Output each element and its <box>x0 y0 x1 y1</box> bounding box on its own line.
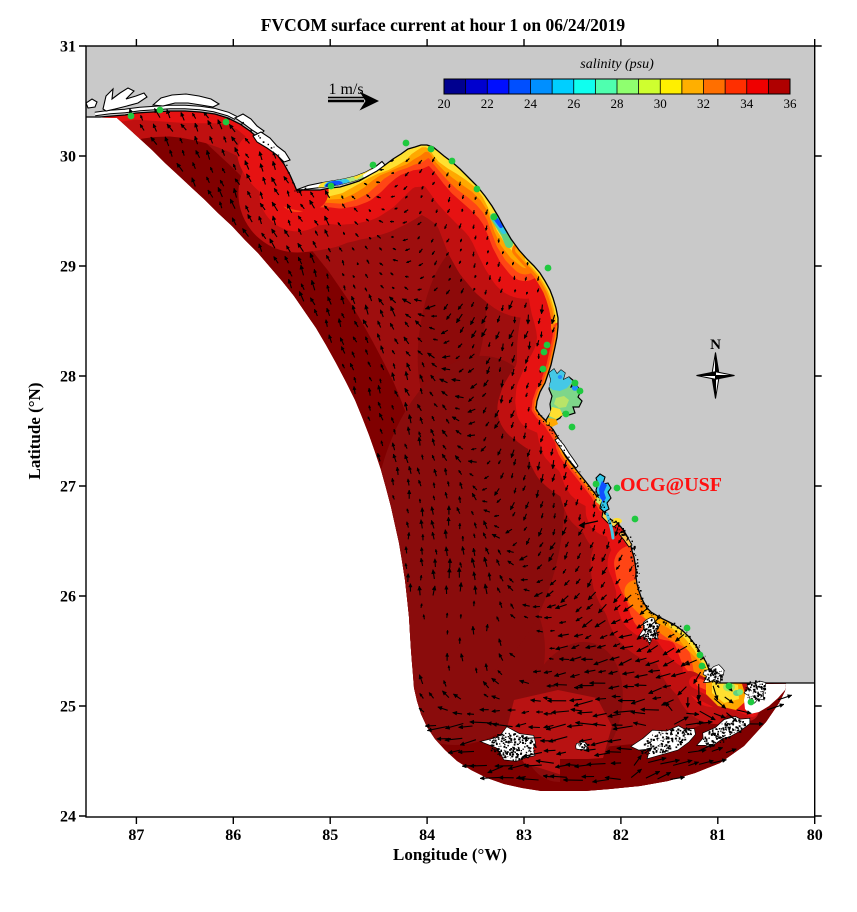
svg-text:30: 30 <box>60 149 76 166</box>
svg-text:29: 29 <box>60 259 76 276</box>
svg-text:81: 81 <box>710 827 726 844</box>
svg-text:85: 85 <box>322 827 338 844</box>
svg-text:27: 27 <box>60 479 76 496</box>
svg-text:83: 83 <box>516 827 532 844</box>
svg-text:34: 34 <box>740 96 754 111</box>
svg-text:87: 87 <box>128 827 144 844</box>
svg-text:salinity (psu): salinity (psu) <box>580 57 654 72</box>
svg-text:82: 82 <box>613 827 629 844</box>
svg-text:Longitude (°W): Longitude (°W) <box>393 845 507 864</box>
svg-text:22: 22 <box>481 96 494 111</box>
svg-text:30: 30 <box>654 96 667 111</box>
svg-text:26: 26 <box>60 589 76 606</box>
svg-text:1 m/s: 1 m/s <box>328 81 363 98</box>
svg-text:80: 80 <box>807 827 823 844</box>
svg-text:26: 26 <box>567 96 581 111</box>
svg-text:20: 20 <box>438 96 451 111</box>
svg-text:32: 32 <box>697 96 710 111</box>
svg-text:86: 86 <box>225 827 241 844</box>
svg-text:36: 36 <box>784 96 798 111</box>
svg-text:FVCOM surface current at hour: FVCOM surface current at hour 1 on 06/24… <box>261 15 626 35</box>
svg-text:84: 84 <box>419 827 435 844</box>
svg-text:OCG@USF: OCG@USF <box>620 474 722 496</box>
svg-text:28: 28 <box>611 96 624 111</box>
svg-text:25: 25 <box>60 699 76 716</box>
svg-text:N: N <box>710 337 721 353</box>
svg-text:28: 28 <box>60 369 76 386</box>
svg-text:31: 31 <box>60 39 76 56</box>
svg-text:24: 24 <box>60 809 76 826</box>
svg-text:24: 24 <box>524 96 538 111</box>
svg-text:Latitude (°N): Latitude (°N) <box>25 383 44 480</box>
